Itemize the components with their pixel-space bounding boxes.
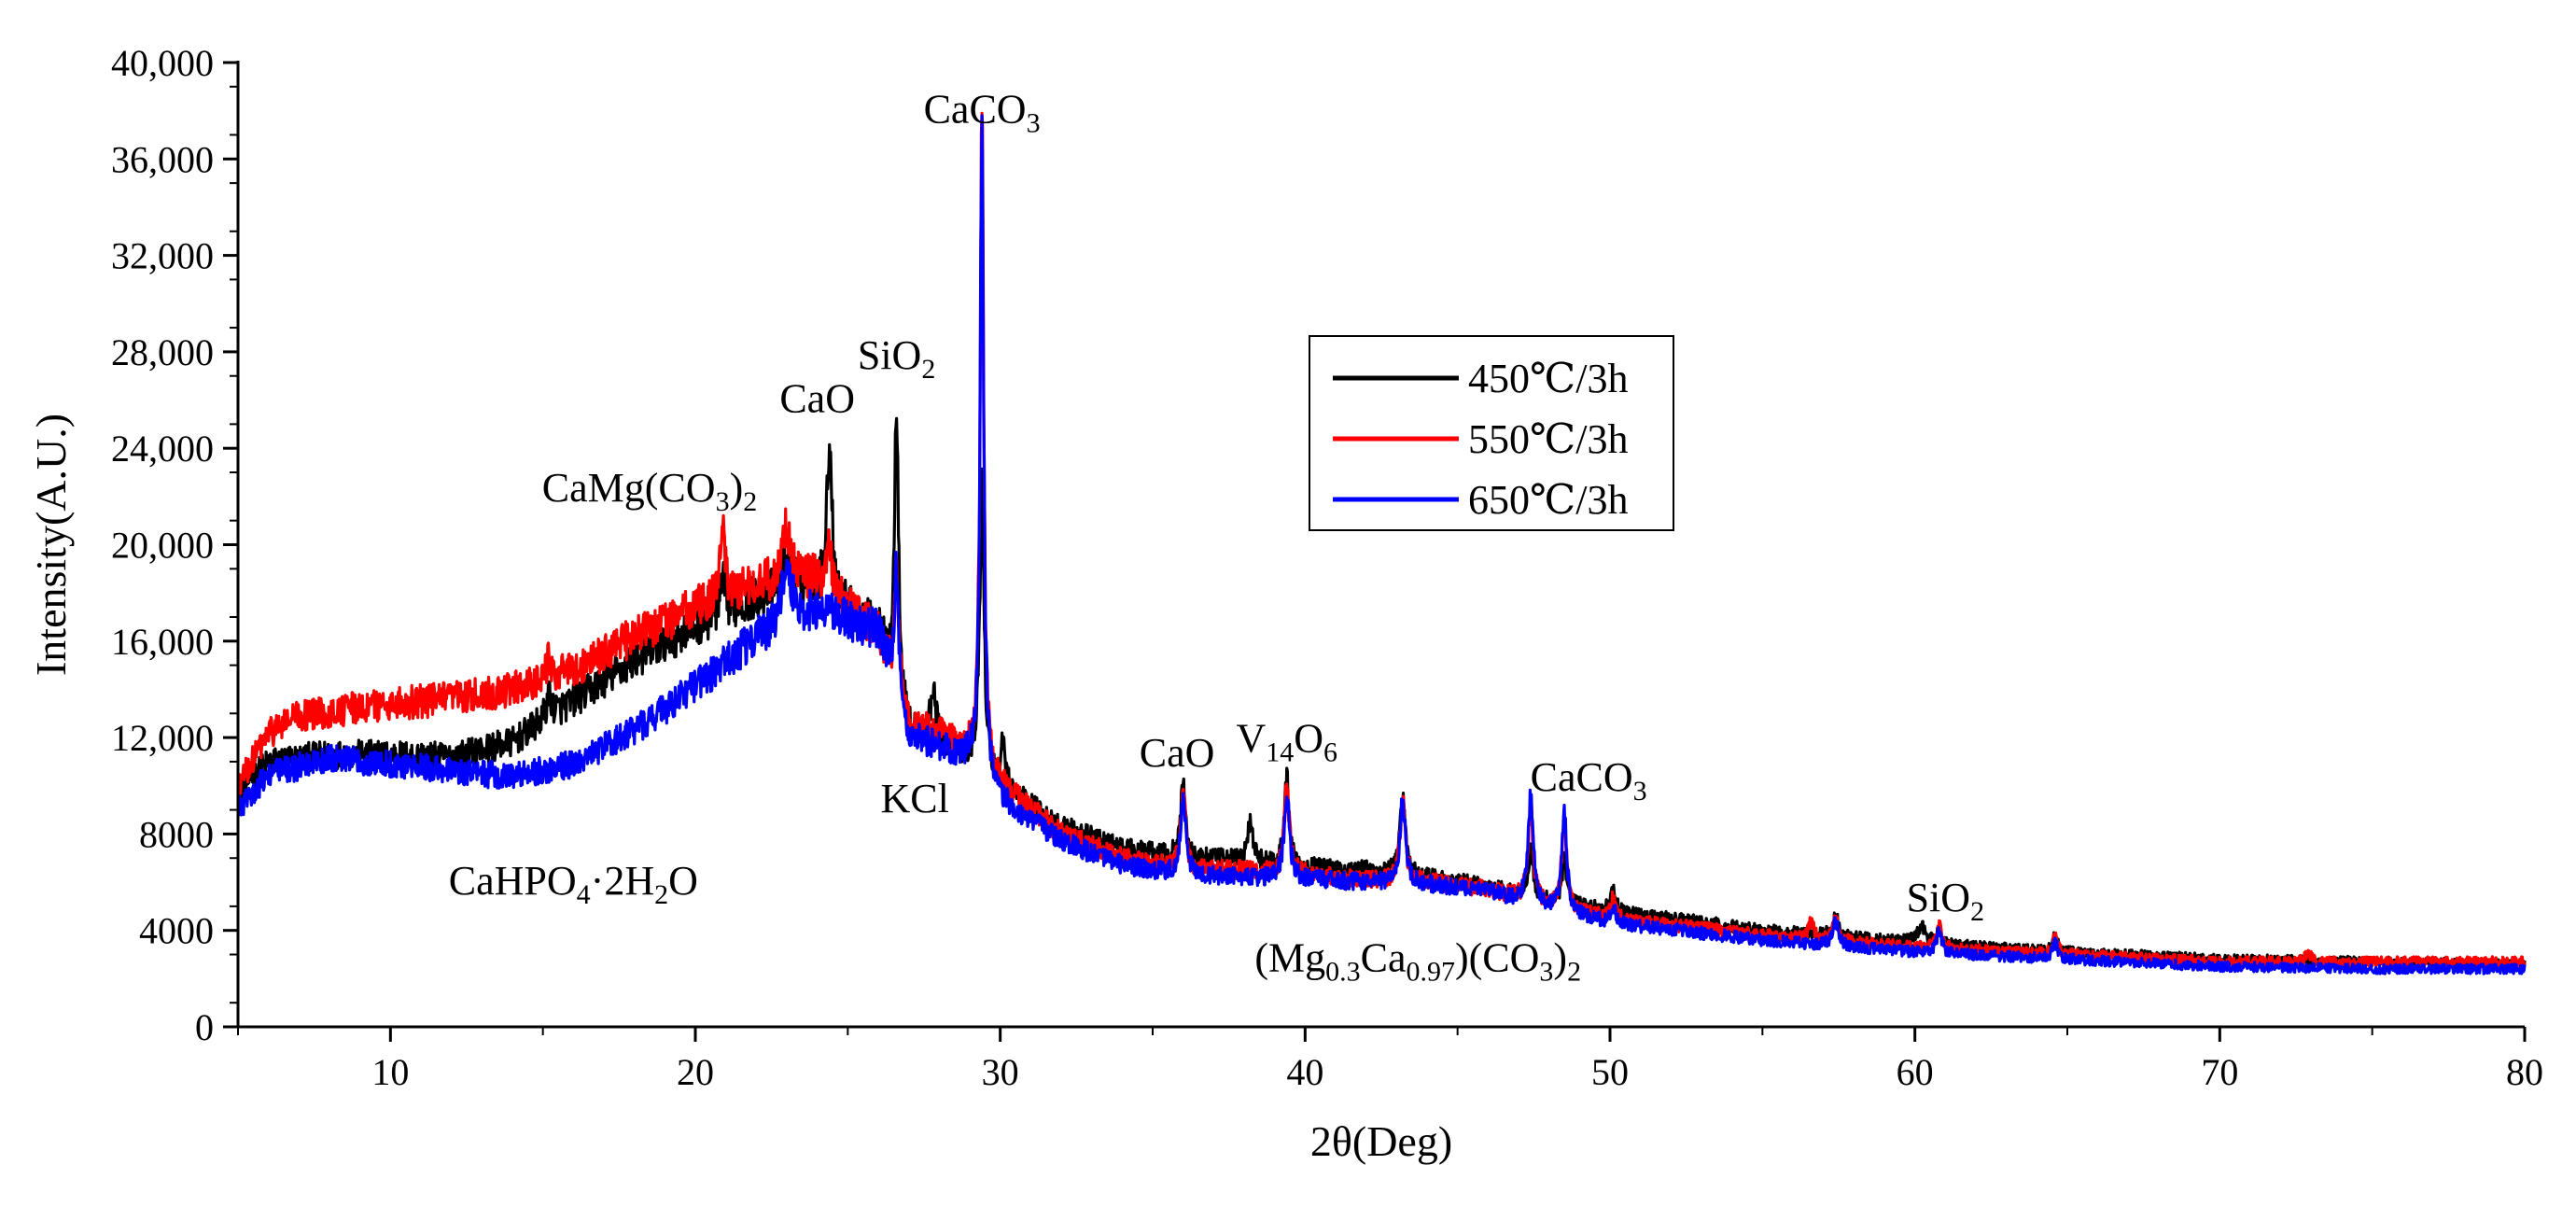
peak-label-subscript: 4 [577,879,591,910]
peak-label-camgco3: CaMg(CO3)2 [542,465,757,517]
x-tick-label: 50 [1591,1051,1629,1093]
peak-label-subscript: 2 [1567,957,1581,988]
peak-label-subscript: 3 [1539,957,1553,988]
peak-label-text: )(CO [1455,935,1539,981]
x-tick-label: 80 [2506,1051,2543,1093]
peak-label-subscript: 0.97 [1406,957,1455,988]
peak-label-mgca: (Mg0.3Ca0.97)(CO3)2 [1254,935,1581,988]
peak-label-text: O [668,858,698,904]
series-layer [236,111,2527,975]
peak-label-subscript: 2 [921,354,935,385]
peak-label-subscript: 14 [1266,737,1294,768]
y-tick-label: 32,000 [111,235,214,277]
peak-label-kcl: KCl [881,776,949,821]
legend-label: 550℃/3h [1468,416,1628,462]
x-tick-label: 70 [2201,1051,2238,1093]
y-tick-label: 20,000 [111,525,214,567]
peak-label-text: SiO [1907,875,1970,920]
peak-label-cahpo4: CaHPO4·2H2O [449,858,698,910]
y-tick-label: 24,000 [111,428,214,470]
peak-label-text: CaMg(CO [542,465,716,511]
peak-label-text: CaCO [924,87,1027,133]
y-tick-label: 16,000 [111,621,214,663]
peak-label-text: ) [730,465,744,511]
peak-label-text: V [1236,716,1266,762]
y-tick-label: 0 [195,1006,214,1048]
peak-label-subscript: 3 [1027,108,1041,139]
peak-label-text: CaO [1140,730,1215,776]
legend-label: 650℃/3h [1468,477,1628,523]
legend: 450℃/3h 550℃/3h 650℃/3h [1309,335,1674,531]
x-tick-label: 10 [371,1051,409,1093]
peak-label-caco3_b: CaCO3 [1531,754,1647,807]
series-line-550℃/3h [236,111,2527,969]
y-axis-title: Intensity(A.U.) [27,414,75,676]
peak-label-sio2_b: SiO2 [1907,875,1984,927]
peak-label-cao_a: CaO [779,375,855,421]
peak-label-text: ) [1553,935,1567,981]
peak-label-text: O [1294,716,1323,762]
peak-label-text: SiO [858,332,921,378]
x-tick-label: 20 [677,1051,714,1093]
peak-label-text: CaCO [1531,754,1633,800]
x-tick-label: 60 [1897,1051,1934,1093]
peak-label-cao_b: CaO [1140,730,1215,776]
peak-label-text: Ca [1361,935,1407,981]
y-tick-label: 12,000 [111,717,214,759]
y-tick-label: 36,000 [111,138,214,180]
peak-label-subscript: 2 [654,879,668,910]
x-tick-label: 40 [1286,1051,1323,1093]
peak-label-text: CaO [779,375,855,421]
y-tick-label: 8000 [139,813,214,855]
peak-label-v14o6: V14O6 [1236,716,1337,768]
peak-label-subscript: 3 [716,486,730,517]
peak-label-text: KCl [881,776,949,821]
peak-label-subscript: 0.3 [1325,957,1361,988]
peak-label-text: CaHPO [449,858,577,904]
peak-label-subscript: 2 [1970,896,1984,927]
ticks-layer [223,61,2527,1042]
peak-label-subscript: 6 [1323,737,1337,768]
y-tick-label: 4000 [139,910,214,952]
labels-layer: 0 4000 8000 12,000 16,000 20,000 24,000 28,000 3… [111,42,2543,1093]
legend-label: 450℃/3h [1468,356,1628,401]
peak-label-subscript: 3 [1633,776,1647,807]
peak-label-text: ·2H [591,858,654,904]
x-tick-label: 30 [982,1051,1019,1093]
y-tick-label: 40,000 [111,42,214,84]
peak-label-subscript: 2 [743,486,757,517]
y-tick-label: 28,000 [111,331,214,373]
peak-label-caco3_main: CaCO3 [924,87,1041,139]
peak-label-text: (Mg [1254,935,1325,981]
series-line-650℃/3h [236,114,2527,975]
peak-label-sio2_a: SiO2 [858,332,935,385]
x-axis-title: 2θ(Deg) [1310,1117,1452,1165]
